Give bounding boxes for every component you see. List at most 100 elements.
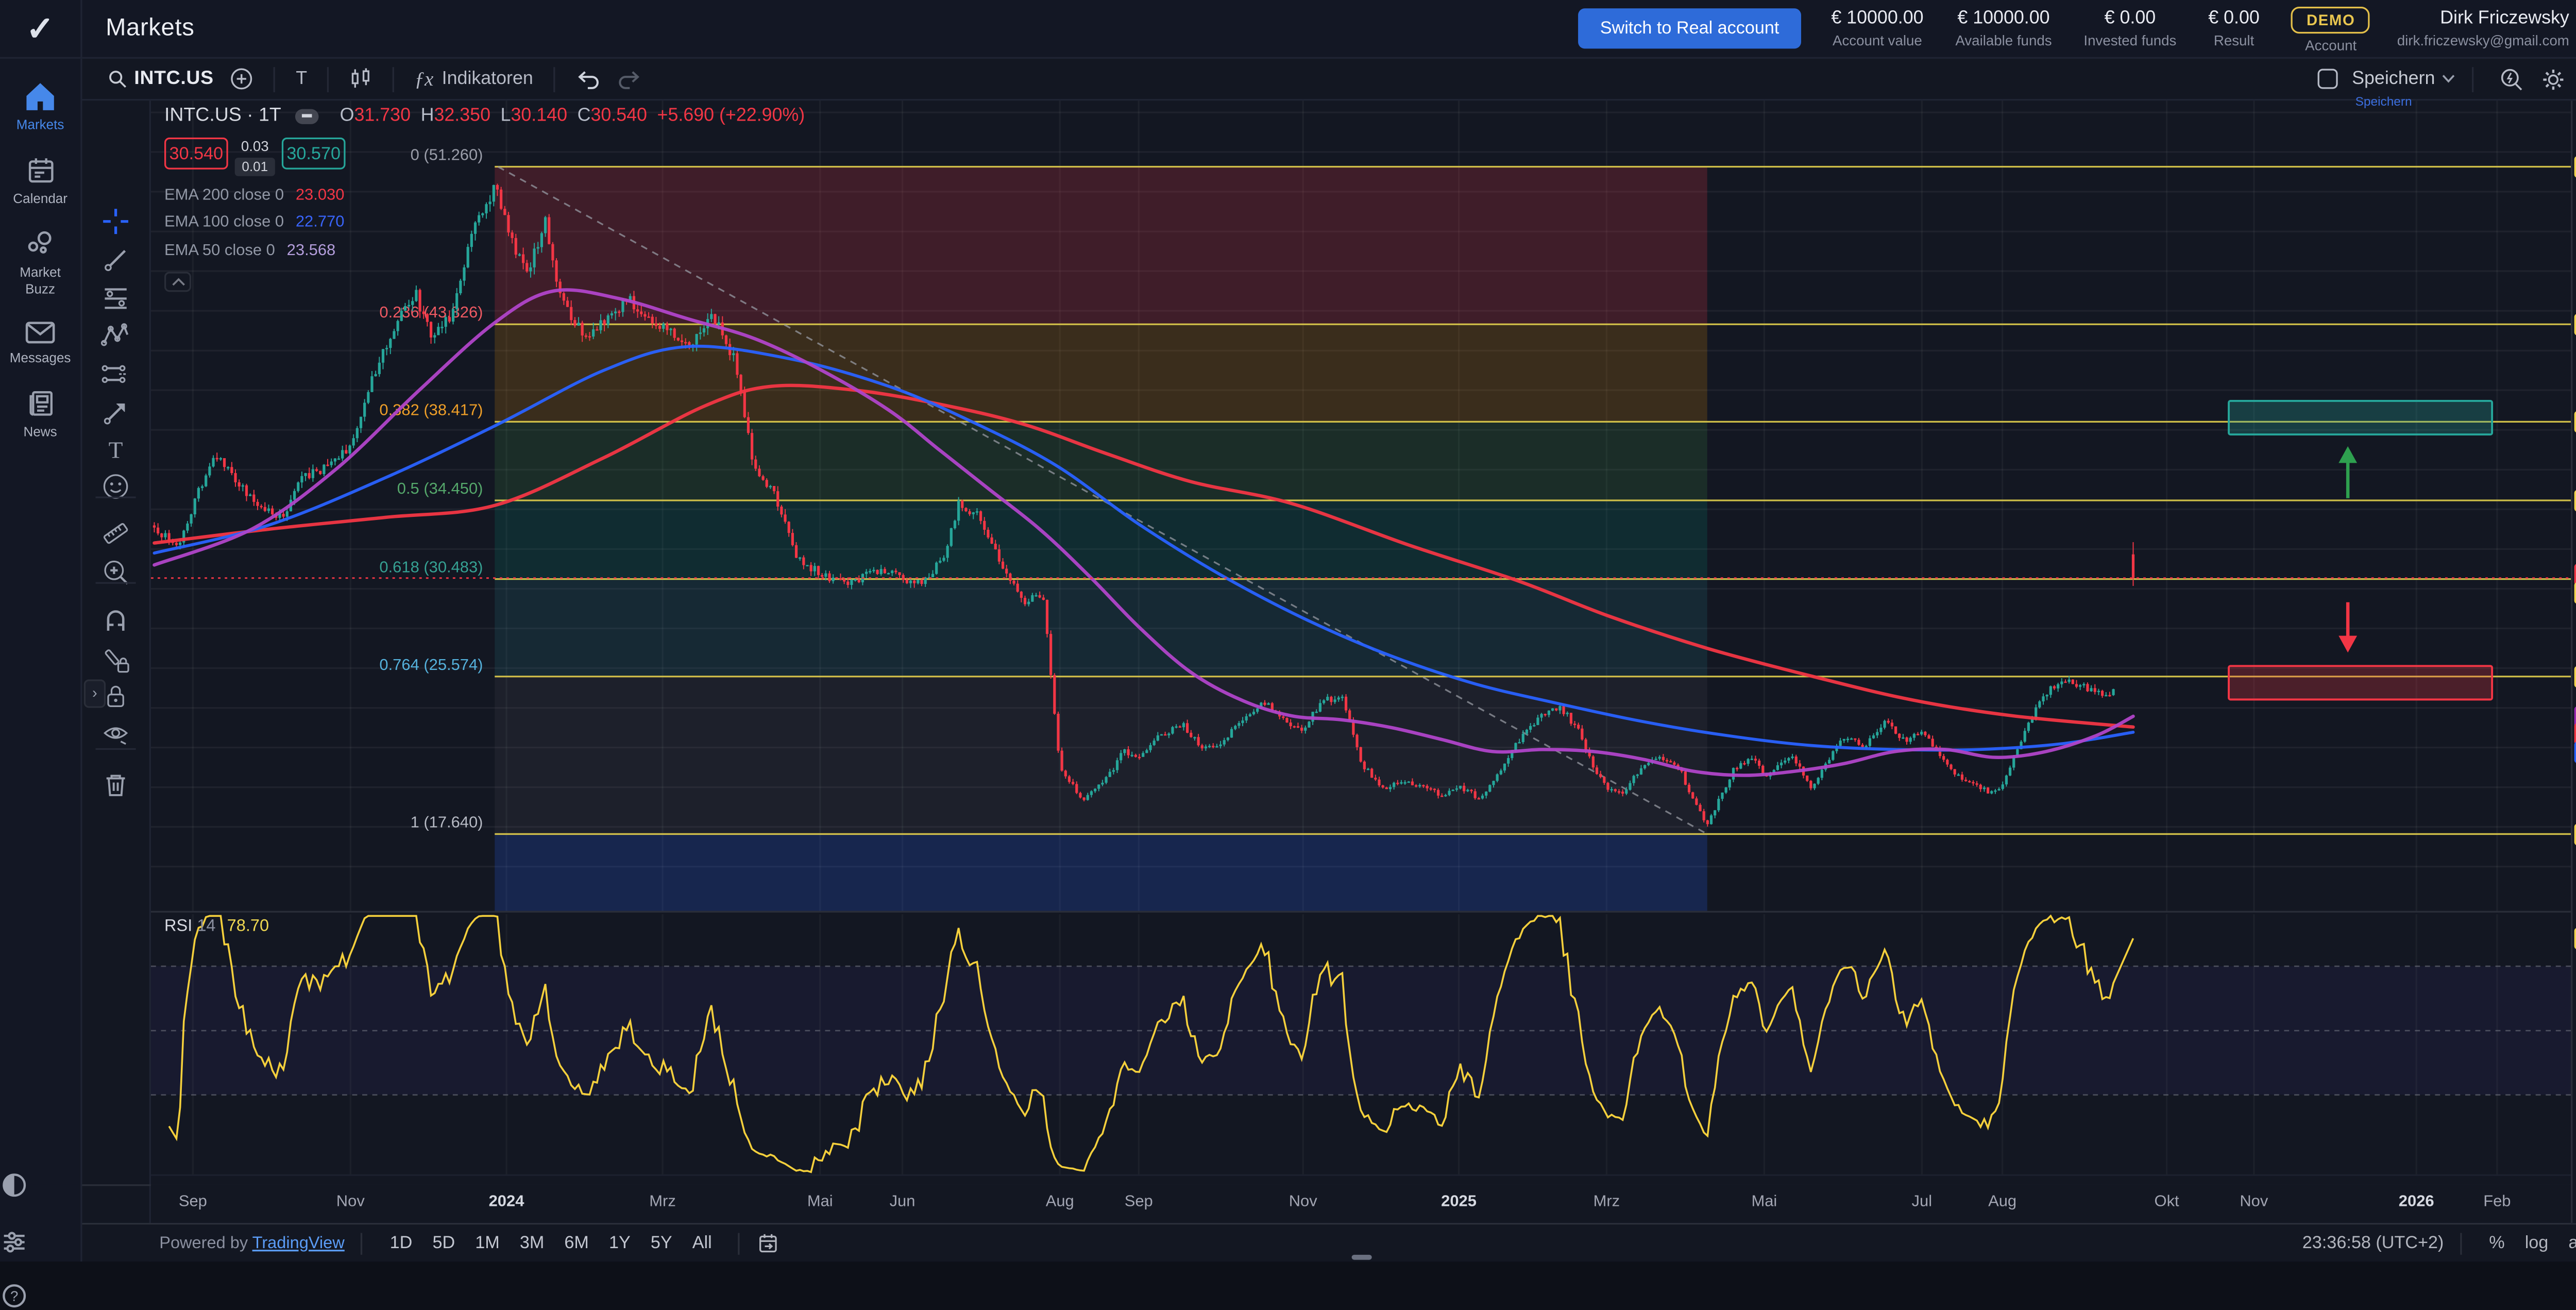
indicator-legend-row[interactable]: EMA 50 close 0 23.568 — [164, 241, 336, 259]
indicator-legend-row[interactable]: EMA 200 close 0 23.030 — [164, 185, 345, 204]
trend-line-tool[interactable] — [100, 245, 131, 275]
range-3m-button[interactable]: 3M — [519, 1233, 545, 1253]
bottom-resize-handle[interactable] — [1351, 1254, 1372, 1259]
page-title: Markets — [106, 15, 195, 42]
text-tool-icon: T — [109, 437, 123, 463]
sidebar-item-messages[interactable]: Messages — [0, 296, 80, 365]
svg-text:0.236 (43.326): 0.236 (43.326) — [379, 303, 483, 321]
legend-collapse-button[interactable] — [164, 271, 192, 291]
chart-style-button[interactable] — [341, 67, 381, 91]
save-layout-button[interactable]: Speichern Speichern — [2352, 69, 2455, 109]
object-tree-expander[interactable]: › — [83, 679, 106, 708]
range-all-button[interactable]: All — [692, 1233, 712, 1253]
rsi-value: 78.70 — [227, 917, 269, 936]
preferences-button[interactable] — [0, 1228, 80, 1256]
timeframe-button[interactable]: T — [296, 69, 308, 89]
price-axis[interactable]: 54.00052.00050.00048.00046.00044.00042.0… — [2571, 100, 2576, 1223]
time-axis-label: 2026 — [2398, 1193, 2434, 1212]
chart-settings-button[interactable] — [2532, 66, 2574, 92]
undo-button[interactable] — [567, 68, 608, 90]
symbol-search-button[interactable]: INTC.US — [99, 69, 222, 89]
layout-checkbox-icon[interactable] — [2318, 69, 2339, 89]
change-value: +5.690 (+22.90%) — [657, 106, 805, 126]
topbar-right: Switch to Real account € 10000.00 Account… — [1578, 4, 2576, 54]
time-axis-label: Feb — [2483, 1193, 2511, 1212]
range-1d-button[interactable]: 1D — [389, 1233, 413, 1253]
redo-button[interactable] — [608, 68, 650, 90]
text-tool-tool[interactable]: T — [100, 434, 131, 465]
delete-trash-tool[interactable] — [100, 770, 131, 800]
price-tag: 22.770 — [2574, 741, 2576, 763]
tradingview-link[interactable]: TradingView — [252, 1234, 345, 1252]
screenshot-button[interactable] — [2574, 66, 2576, 92]
time-axis-label: Jul — [1911, 1193, 1933, 1212]
theme-toggle-button[interactable] — [0, 1171, 80, 1199]
price-axis-label: 48.000 — [2572, 223, 2576, 240]
compare-add-symbol-button[interactable] — [222, 67, 262, 91]
clock[interactable]: 23:36:58 (UTC+2) — [2302, 1233, 2444, 1253]
pattern-tool-tool[interactable] — [100, 321, 131, 351]
delete-trash-icon — [106, 775, 125, 796]
drawing-mode-lock-tool[interactable] — [100, 644, 131, 675]
auto-scale-toggle[interactable]: auto — [2568, 1233, 2576, 1253]
price-chart-pane[interactable]: 0 (51.260) 0.236 (43.326) 0.382 (38.417) 0.… — [150, 100, 2571, 911]
help-button[interactable]: ? — [0, 1282, 80, 1310]
magnet-tool[interactable] — [100, 606, 131, 636]
lock-all-tool[interactable] — [100, 681, 131, 712]
demo-badge-label: Account — [2305, 37, 2357, 54]
sidebar-item-calendar[interactable]: Calendar — [0, 133, 80, 207]
fx-icon: ƒx — [414, 66, 434, 90]
hide-symbol-toggle[interactable] — [294, 108, 318, 124]
pattern-tool-icon — [100, 323, 129, 346]
rsi-legend: RSI 14 78.70 — [164, 918, 269, 936]
time-axis-label: Nov — [2240, 1193, 2268, 1212]
app-logo[interactable]: ✓ — [0, 0, 82, 58]
rsi-pane[interactable]: RSI 14 78.70 — [150, 914, 2571, 1174]
range-5d-button[interactable]: 5D — [432, 1233, 455, 1253]
projection-tool-tool[interactable] — [100, 359, 131, 390]
cursor-crosshair-tool[interactable] — [100, 206, 131, 237]
log-scale-toggle[interactable]: log — [2524, 1233, 2549, 1253]
range-6m-button[interactable]: 6M — [564, 1233, 589, 1253]
rsi-axis-label: 30.00 — [2572, 1086, 2576, 1103]
quick-search-button[interactable] — [2490, 66, 2532, 92]
range-1m-button[interactable]: 1M — [475, 1233, 500, 1253]
spread-value: 0.03 — [241, 137, 269, 155]
range-1y-button[interactable]: 1Y — [608, 1233, 631, 1253]
indicator-legend-row[interactable]: EMA 100 close 0 22.770 — [164, 213, 345, 232]
checkmark-logo-icon: ✓ — [26, 11, 55, 48]
account-stat: € 10000.00 Available funds — [1955, 8, 2052, 49]
switch-to-real-account-button[interactable]: Switch to Real account — [1578, 8, 1801, 49]
time-axis-label: 2025 — [1441, 1193, 1477, 1212]
range-5y-button[interactable]: 5Y — [650, 1233, 672, 1253]
go-to-date-button[interactable] — [757, 1231, 781, 1255]
sell-bid-button[interactable]: 30.540 — [164, 137, 228, 170]
rsi-name: RSI — [164, 917, 193, 936]
time-axis-label: Jun — [889, 1193, 916, 1212]
help-icon: ? — [3, 1284, 26, 1308]
fib-retracement-tool[interactable] — [100, 283, 131, 314]
sidebar-item-news[interactable]: News — [0, 365, 80, 440]
gear-icon — [2543, 69, 2564, 89]
pane-separator-bottom — [150, 1174, 2576, 1176]
rsi-axis-label: 20.00 — [2572, 1118, 2576, 1135]
price-tag: 30.540 — [2574, 564, 2576, 586]
chevron-down-icon — [2442, 75, 2455, 83]
buy-ask-button[interactable]: 30.570 — [281, 137, 346, 170]
magnet-icon — [107, 610, 125, 631]
measure-ruler-tool[interactable] — [100, 518, 131, 549]
indicators-button[interactable]: ƒx Indikatoren — [406, 66, 541, 92]
quote-trade-widget: 30.540 0.03 0.01 30.570 — [164, 137, 805, 176]
lot-size-value[interactable]: 0.01 — [234, 157, 275, 176]
price-axis-label: 28.000 — [2572, 620, 2576, 637]
demo-badge: DEMO — [2291, 7, 2370, 34]
hide-drawings-eye-tool[interactable] — [100, 718, 131, 748]
arrow-tool-tool[interactable] — [100, 397, 131, 428]
pane-separator[interactable] — [150, 911, 2576, 913]
chart-toolbar: INTC.US T ƒx Indikatoren — [82, 58, 2576, 109]
time-axis[interactable]: Sep Nov 2024 Mrz Mai Jun Aug Sep Nov 2025 Mrz Mai Ju… — [150, 1184, 2571, 1223]
legend-symbol[interactable]: INTC.US · 1T — [164, 106, 281, 126]
sidebar-item-market-buzz[interactable]: Market Buzz — [0, 207, 80, 297]
sidebar-item-markets[interactable]: Markets — [0, 59, 80, 133]
percent-scale-toggle[interactable]: % — [2489, 1233, 2505, 1253]
